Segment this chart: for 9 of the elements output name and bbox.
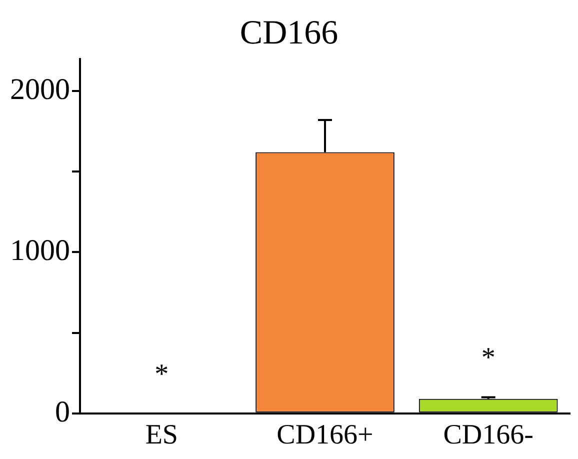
x-tick-label: CD166-: [443, 420, 534, 451]
x-tick-label: ES: [145, 420, 178, 451]
chart-title: CD166: [240, 14, 338, 52]
x-tick-label: CD166+: [276, 420, 374, 451]
y-tick-label: 0: [55, 395, 70, 428]
y-tick-label: 1000: [10, 234, 70, 268]
y-tick-label: 2000: [10, 72, 70, 106]
annotation: *: [154, 358, 169, 390]
annotation: *: [481, 342, 496, 374]
